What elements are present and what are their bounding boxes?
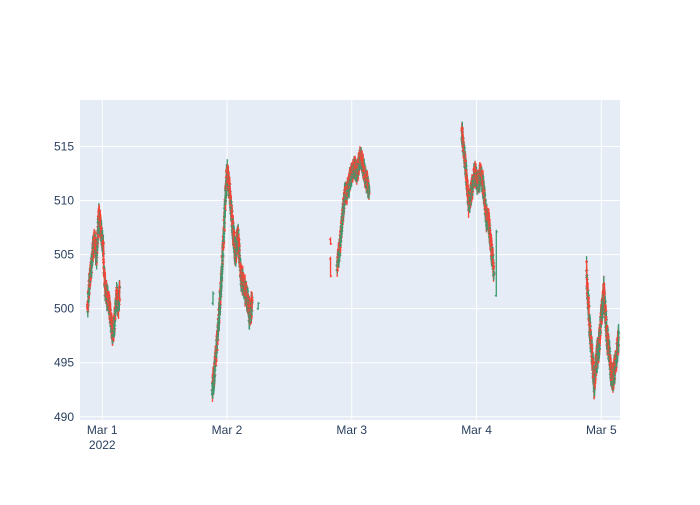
- y-tick-label: 505: [54, 248, 74, 262]
- plot-background: [80, 100, 620, 420]
- x-tick-label: Mar 3: [336, 423, 367, 437]
- grid-lines: [80, 100, 620, 420]
- ohlc-bars: [86, 121, 621, 402]
- x-tick-sublabel: 2022: [89, 438, 116, 452]
- x-tick-label: Mar 4: [461, 423, 492, 437]
- x-tick-label: Mar 5: [586, 423, 617, 437]
- y-tick-label: 495: [54, 356, 74, 370]
- y-tick-label: 490: [54, 410, 74, 424]
- y-tick-label: 515: [54, 139, 74, 153]
- y-tick-label: 500: [54, 302, 74, 316]
- ohlc-bar: [250, 292, 254, 309]
- ohlc-bar: [118, 280, 122, 302]
- x-tick-label: Mar 1: [87, 423, 118, 437]
- y-tick-label: 510: [54, 194, 74, 208]
- x-tick-label: Mar 2: [212, 423, 243, 437]
